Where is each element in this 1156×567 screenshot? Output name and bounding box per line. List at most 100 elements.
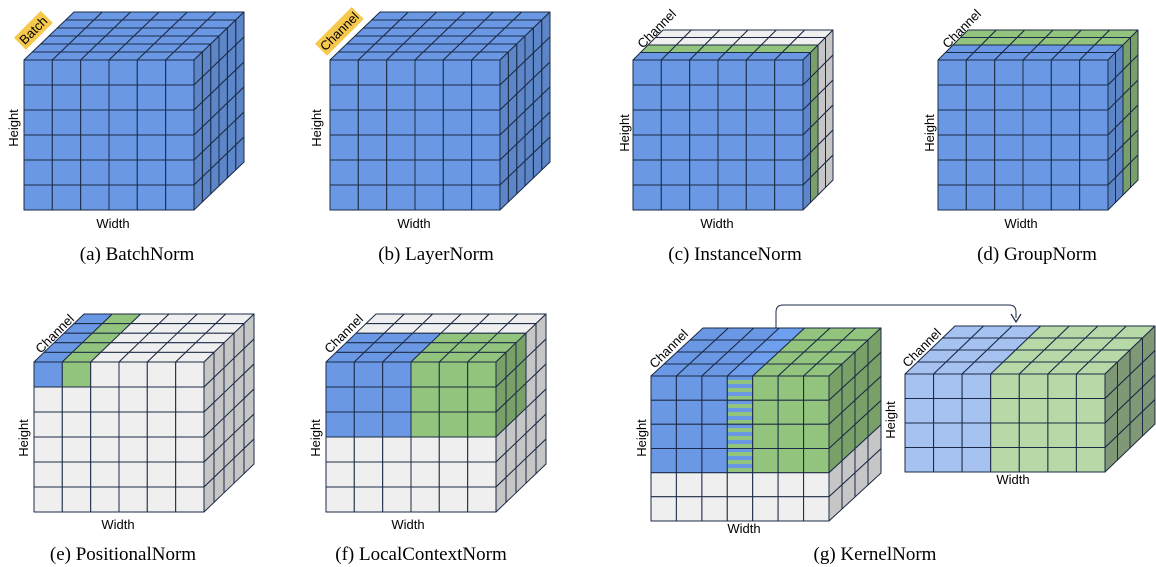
cube-front-cell xyxy=(937,134,967,161)
cube-front-cell xyxy=(61,486,92,513)
cube-front-cell xyxy=(717,84,747,111)
cube-front-cell xyxy=(689,59,719,86)
caption: (c) InstanceNorm xyxy=(668,244,802,265)
cube-front-cell xyxy=(777,472,805,498)
cube-front-cell xyxy=(471,59,501,86)
cube-front-cell xyxy=(937,84,967,111)
cube-front-cell xyxy=(1018,398,1049,424)
cube-front-cell xyxy=(717,134,747,161)
cube-front-cell xyxy=(990,398,1020,424)
cube-front-cell xyxy=(803,423,830,449)
cube-front-cell xyxy=(353,486,384,513)
width-label: Width xyxy=(96,216,129,231)
cube-front-cell xyxy=(803,448,830,474)
cube-front-cell xyxy=(965,59,996,86)
cube-front-cell xyxy=(165,184,195,211)
width-label: Width xyxy=(397,216,430,231)
cube-front-cell xyxy=(1079,109,1109,136)
cube-front-cell xyxy=(80,184,110,211)
panel-kernelnorm: Channel Height Width Channel Height Widt… xyxy=(634,304,1030,565)
cube-front-cell xyxy=(410,486,440,513)
cube-front-cell xyxy=(990,373,1020,399)
cube-front-cell xyxy=(353,386,384,413)
cube-front-cell xyxy=(650,375,677,401)
cube-front-cell xyxy=(146,411,177,438)
width-label: Width xyxy=(700,216,733,231)
caption: (f) LocalContextNorm xyxy=(335,544,507,565)
cube-front-cell xyxy=(994,159,1024,186)
cube-front-cell xyxy=(752,472,779,498)
cube-front-cell xyxy=(717,109,747,136)
cube-front-cell xyxy=(386,109,416,136)
cube-front-cell xyxy=(438,486,469,513)
cube-front-cell xyxy=(136,84,167,111)
cube-front-cell xyxy=(701,448,728,474)
cube-front-cell xyxy=(386,134,416,161)
caption: (a) BatchNorm xyxy=(80,244,195,265)
width-label: Width xyxy=(101,517,134,532)
cube-front-cell xyxy=(51,159,82,186)
cube-front-cell xyxy=(146,386,177,413)
cube-front-cell xyxy=(777,423,805,449)
cube-front-cell xyxy=(467,461,497,488)
cube-front-cell xyxy=(382,361,412,388)
cube-front-cell xyxy=(80,109,110,136)
cube-front-cell xyxy=(990,447,1020,473)
cube-front-cell xyxy=(675,399,703,425)
cube-front-cell xyxy=(175,411,205,438)
cube-front-cell xyxy=(108,184,138,211)
cube-front-cell xyxy=(33,411,63,438)
cube-front-cell xyxy=(689,184,719,211)
cube-front-cell xyxy=(726,472,754,498)
cube-front-cell xyxy=(353,436,384,463)
cube-front-cell xyxy=(777,375,805,401)
cube-front-cell xyxy=(774,109,804,136)
cube-front-cell xyxy=(90,411,120,438)
cube-front-cell xyxy=(382,411,412,438)
caption: (e) PositionalNorm xyxy=(50,544,196,565)
cube-front-cell xyxy=(660,134,691,161)
caption: (b) LayerNorm xyxy=(378,244,494,265)
cube-front-cell xyxy=(803,375,830,401)
height-label: Height xyxy=(308,419,323,457)
cube-front-cell xyxy=(660,184,691,211)
channel-tag xyxy=(314,6,364,56)
cube-front-cell xyxy=(146,461,177,488)
cube-front-cell xyxy=(937,59,967,86)
cube-front-cell xyxy=(90,486,120,513)
cube-front-cell xyxy=(23,134,53,161)
cube-front-cell xyxy=(357,184,388,211)
cube-front-cell xyxy=(994,134,1024,161)
width-label: Width xyxy=(1004,216,1037,231)
cube-front-cell xyxy=(1075,447,1106,473)
cube-front-cell xyxy=(386,84,416,111)
batch-tag xyxy=(13,10,53,50)
cube-front-cell xyxy=(774,59,804,86)
cube-front-cell xyxy=(675,496,703,522)
cube-front-cell xyxy=(745,59,776,86)
cube-front-cell xyxy=(471,109,501,136)
cube-front-cell xyxy=(471,184,501,211)
cube-front-cell xyxy=(650,399,677,425)
cube-front-cell xyxy=(438,436,469,463)
cube-front-cell xyxy=(965,84,996,111)
cube-front-cell xyxy=(675,472,703,498)
cube-front-cell xyxy=(90,361,120,388)
cube-front-cell xyxy=(357,59,388,86)
cube-front-cell xyxy=(471,84,501,111)
cube-front-cell xyxy=(994,59,1024,86)
cube-front-cell xyxy=(1079,184,1109,211)
cube-front-cell xyxy=(1079,59,1109,86)
cube-front-cell xyxy=(414,184,444,211)
cube-front-cell xyxy=(51,134,82,161)
cube-front-cell xyxy=(752,496,779,522)
cube-front-cell xyxy=(382,461,412,488)
cube-front-cell xyxy=(1018,422,1049,448)
cube-front-cell xyxy=(136,159,167,186)
cube-front-cell xyxy=(438,461,469,488)
cube-front-cell xyxy=(965,109,996,136)
cube-front-cell xyxy=(689,134,719,161)
cube-front-cell xyxy=(471,159,501,186)
cube-front-cell xyxy=(1079,84,1109,111)
cube-front-cell xyxy=(80,59,110,86)
